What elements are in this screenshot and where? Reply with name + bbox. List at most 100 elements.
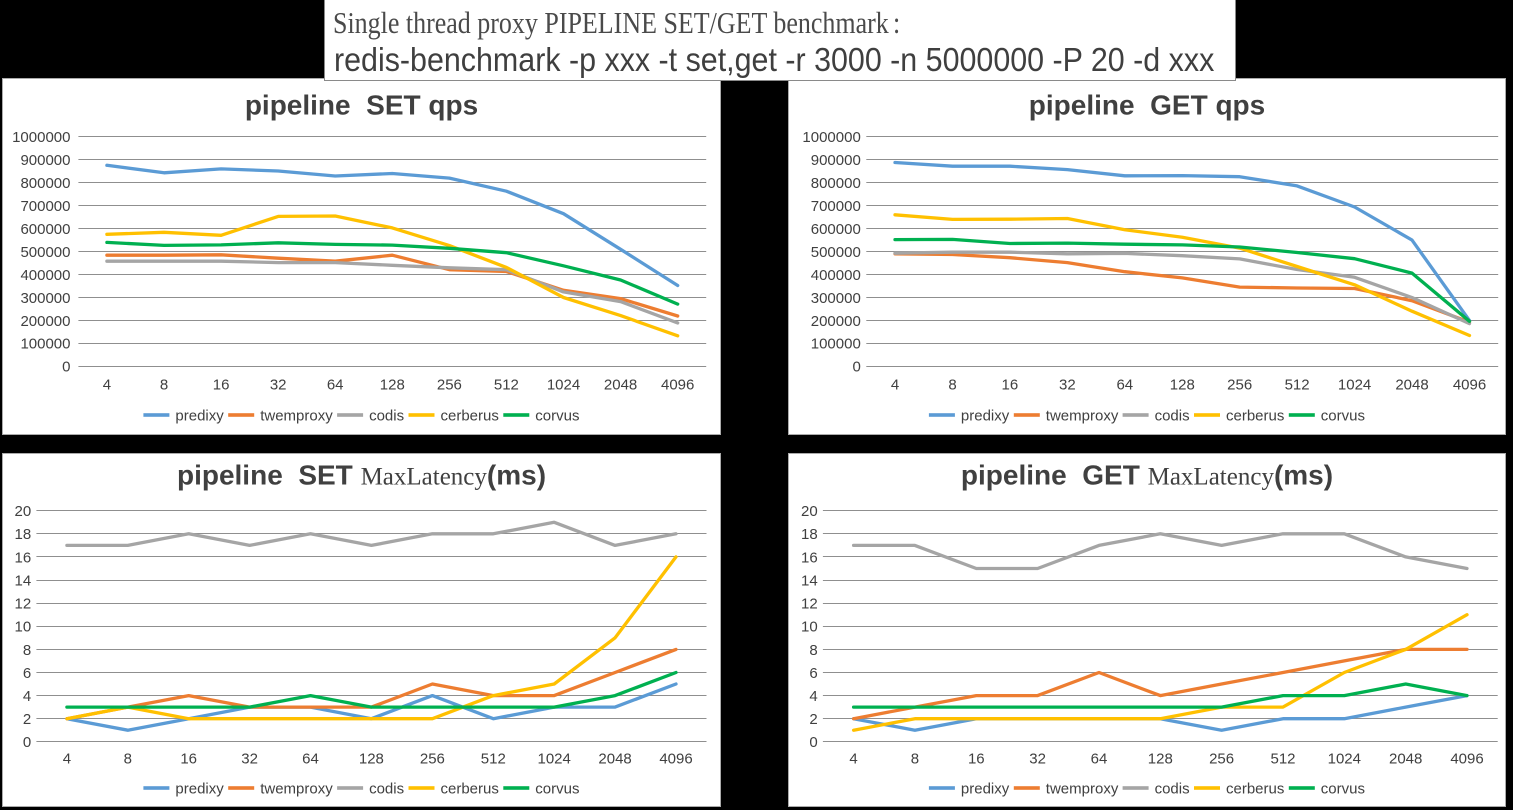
svg-text:12: 12 bbox=[15, 596, 32, 613]
svg-text:pipeline SET qps: pipeline SET qps bbox=[245, 90, 478, 121]
svg-text:2: 2 bbox=[23, 711, 31, 728]
svg-text:pipeline GET qps: pipeline GET qps bbox=[1029, 90, 1265, 121]
svg-text:predixy: predixy bbox=[175, 781, 224, 798]
svg-text:4: 4 bbox=[809, 688, 817, 705]
svg-text:16: 16 bbox=[180, 750, 197, 767]
svg-text:0: 0 bbox=[23, 734, 31, 751]
svg-text:4: 4 bbox=[63, 750, 71, 767]
svg-text:2048: 2048 bbox=[1395, 376, 1428, 393]
svg-text:512: 512 bbox=[1270, 750, 1295, 767]
svg-text:16: 16 bbox=[801, 549, 818, 566]
svg-text:corvus: corvus bbox=[535, 781, 579, 798]
svg-text:codis: codis bbox=[1155, 408, 1190, 425]
svg-text:16: 16 bbox=[15, 549, 32, 566]
svg-text:4: 4 bbox=[103, 376, 111, 393]
svg-text:14: 14 bbox=[15, 572, 32, 589]
svg-text:1024: 1024 bbox=[538, 750, 571, 767]
svg-text:1000000: 1000000 bbox=[802, 129, 860, 146]
svg-text:8: 8 bbox=[160, 376, 168, 393]
svg-text:500000: 500000 bbox=[811, 244, 861, 261]
svg-text:16: 16 bbox=[213, 376, 230, 393]
svg-text:cerberus: cerberus bbox=[441, 781, 499, 798]
svg-text:64: 64 bbox=[302, 750, 319, 767]
svg-text:20: 20 bbox=[15, 503, 32, 520]
svg-text:200000: 200000 bbox=[811, 313, 861, 330]
svg-text:12: 12 bbox=[801, 596, 818, 613]
svg-text:500000: 500000 bbox=[20, 244, 70, 261]
svg-text:pipeline GET MaxLatency(ms): pipeline GET MaxLatency(ms) bbox=[961, 460, 1333, 491]
svg-text:128: 128 bbox=[359, 750, 384, 767]
svg-text:400000: 400000 bbox=[811, 267, 861, 284]
svg-text:2: 2 bbox=[809, 711, 817, 728]
svg-text:predixy: predixy bbox=[961, 408, 1010, 425]
svg-text:2048: 2048 bbox=[598, 750, 631, 767]
svg-text:cerberus: cerberus bbox=[1226, 781, 1284, 798]
svg-text:256: 256 bbox=[420, 750, 445, 767]
svg-text:256: 256 bbox=[1209, 750, 1234, 767]
svg-text:512: 512 bbox=[481, 750, 506, 767]
svg-text:32: 32 bbox=[241, 750, 258, 767]
svg-text:64: 64 bbox=[1091, 750, 1108, 767]
svg-text:0: 0 bbox=[62, 359, 70, 376]
svg-text:600000: 600000 bbox=[811, 221, 861, 238]
svg-text:700000: 700000 bbox=[20, 198, 70, 215]
svg-text:4096: 4096 bbox=[661, 376, 694, 393]
svg-text:18: 18 bbox=[801, 526, 818, 543]
svg-text:20: 20 bbox=[801, 503, 818, 520]
svg-text:64: 64 bbox=[1116, 376, 1133, 393]
svg-text:corvus: corvus bbox=[1321, 408, 1365, 425]
svg-text:4096: 4096 bbox=[659, 750, 692, 767]
svg-text:100000: 100000 bbox=[811, 336, 861, 353]
svg-text:0: 0 bbox=[852, 359, 860, 376]
svg-text:256: 256 bbox=[1227, 376, 1252, 393]
svg-text:32: 32 bbox=[1059, 376, 1076, 393]
svg-text:twemproxy: twemproxy bbox=[260, 781, 333, 798]
svg-text:codis: codis bbox=[369, 781, 404, 798]
svg-text:8: 8 bbox=[911, 750, 919, 767]
svg-text:cerberus: cerberus bbox=[1226, 408, 1284, 425]
svg-text:1024: 1024 bbox=[547, 376, 580, 393]
svg-text:128: 128 bbox=[1170, 376, 1195, 393]
svg-text:64: 64 bbox=[327, 376, 344, 393]
svg-text:10: 10 bbox=[801, 619, 818, 636]
svg-text:32: 32 bbox=[1029, 750, 1046, 767]
svg-text:1024: 1024 bbox=[1328, 750, 1361, 767]
svg-text:twemproxy: twemproxy bbox=[1046, 781, 1119, 798]
svg-text:18: 18 bbox=[15, 526, 32, 543]
svg-text:800000: 800000 bbox=[20, 175, 70, 192]
svg-text:300000: 300000 bbox=[20, 290, 70, 307]
svg-text:4: 4 bbox=[23, 688, 31, 705]
svg-text:10: 10 bbox=[15, 619, 32, 636]
svg-text:128: 128 bbox=[380, 376, 405, 393]
svg-text:400000: 400000 bbox=[20, 267, 70, 284]
svg-text:300000: 300000 bbox=[811, 290, 861, 307]
svg-text:2048: 2048 bbox=[604, 376, 637, 393]
svg-text:1000000: 1000000 bbox=[12, 129, 70, 146]
svg-text:codis: codis bbox=[369, 408, 404, 425]
svg-text:256: 256 bbox=[437, 376, 462, 393]
svg-text:32: 32 bbox=[270, 376, 287, 393]
svg-text:14: 14 bbox=[801, 572, 818, 589]
svg-text:4096: 4096 bbox=[1453, 376, 1486, 393]
svg-text:twemproxy: twemproxy bbox=[260, 408, 333, 425]
svg-text:predixy: predixy bbox=[175, 408, 224, 425]
svg-text:512: 512 bbox=[1285, 376, 1310, 393]
svg-text:8: 8 bbox=[948, 376, 956, 393]
svg-text:600000: 600000 bbox=[20, 221, 70, 238]
svg-text:4096: 4096 bbox=[1450, 750, 1483, 767]
svg-text:4: 4 bbox=[891, 376, 899, 393]
svg-text:8: 8 bbox=[23, 642, 31, 659]
svg-text:predixy: predixy bbox=[961, 781, 1010, 798]
svg-text:0: 0 bbox=[809, 734, 817, 751]
svg-text:6: 6 bbox=[23, 665, 31, 682]
svg-text:16: 16 bbox=[1002, 376, 1019, 393]
svg-text:900000: 900000 bbox=[811, 152, 861, 169]
svg-text:pipeline SET MaxLatency(ms): pipeline SET MaxLatency(ms) bbox=[177, 460, 546, 491]
svg-text:corvus: corvus bbox=[535, 408, 579, 425]
svg-text:twemproxy: twemproxy bbox=[1046, 408, 1119, 425]
svg-text:codis: codis bbox=[1155, 781, 1190, 798]
svg-text:700000: 700000 bbox=[811, 198, 861, 215]
svg-text:corvus: corvus bbox=[1321, 781, 1365, 798]
svg-text:cerberus: cerberus bbox=[441, 408, 499, 425]
svg-text:100000: 100000 bbox=[20, 336, 70, 353]
